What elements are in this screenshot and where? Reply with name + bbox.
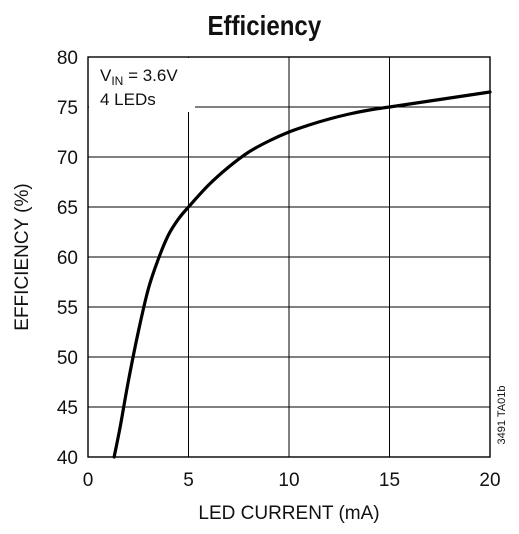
tick-labels: 0 5 10 15 20 40 45 50 55 60 65 70 75 80 — [57, 48, 501, 491]
efficiency-curve — [112, 90, 492, 459]
plot-frame — [87, 56, 491, 458]
annotation-leds: 4 LEDs — [100, 90, 156, 109]
y-tick-label: 55 — [57, 298, 78, 319]
y-tick-label: 50 — [57, 348, 78, 369]
y-tick-label: 65 — [57, 198, 78, 219]
x-axis-label: LED CURRENT (mA) — [198, 503, 379, 524]
y-tick-label: 80 — [57, 48, 78, 69]
y-tick-label: 75 — [57, 98, 78, 119]
y-axis-label: EFFICIENCY (%) — [12, 183, 33, 330]
annotation-background — [89, 58, 195, 112]
y-tick-label: 40 — [57, 448, 78, 469]
x-tick-label: 10 — [278, 470, 299, 491]
x-tick-label: 20 — [479, 470, 500, 491]
annotation-vin: VIN = 3.6V — [100, 66, 178, 88]
y-tick-label: 70 — [57, 148, 78, 169]
x-tick-label: 5 — [183, 470, 194, 491]
y-tick-label: 45 — [57, 398, 78, 419]
chart-title: Efficiency — [207, 10, 322, 41]
y-tick-label: 60 — [57, 248, 78, 269]
figure-code: 3491 TA01b — [496, 386, 508, 445]
x-tick-label: 15 — [379, 470, 400, 491]
grid — [88, 57, 490, 457]
x-tick-label: 0 — [83, 470, 94, 491]
